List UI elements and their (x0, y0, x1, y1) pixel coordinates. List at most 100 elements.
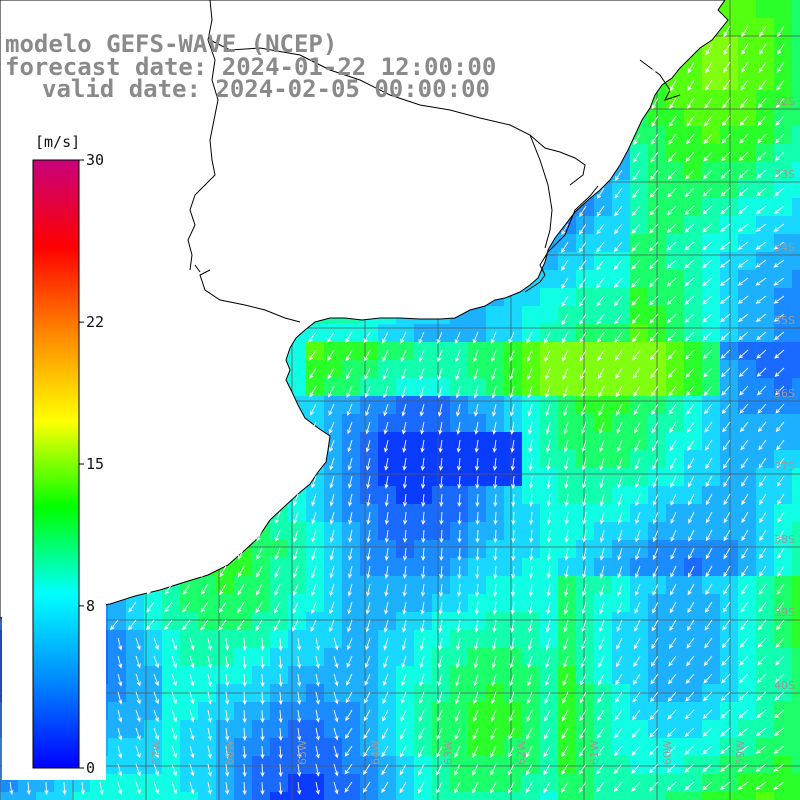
wind-arrow (527, 637, 533, 651)
wind-arrow (597, 187, 605, 199)
wind-arrow (260, 691, 265, 706)
wind-arrow (632, 151, 641, 163)
wind-arrow (292, 565, 299, 579)
wind-arrow (508, 349, 515, 363)
wind-arrow (701, 295, 713, 305)
wind-cell (630, 414, 648, 432)
wind-arrow (117, 709, 123, 723)
wind-arrow (599, 601, 605, 615)
wind-arrow (687, 61, 695, 74)
wind-cell (774, 792, 792, 800)
wind-arrow (311, 511, 317, 525)
wind-cell (792, 504, 800, 522)
wind-cell (216, 774, 234, 792)
wind-cell (486, 738, 504, 756)
wind-arrow (705, 61, 713, 74)
wind-arrow (189, 709, 195, 723)
wind-arrow (634, 457, 641, 471)
wind-arrow (599, 583, 605, 597)
wind-arrow (346, 655, 353, 668)
wind-arrow (365, 457, 371, 471)
wind-arrow (329, 529, 335, 543)
wind-arrow (189, 673, 195, 687)
wind-arrow (685, 133, 695, 145)
wind-arrow (670, 565, 677, 578)
wind-cell (450, 720, 468, 738)
wind-arrow (564, 493, 569, 507)
wind-arrow (383, 655, 389, 669)
wind-arrow (737, 313, 749, 323)
wind-arrow (438, 637, 443, 651)
wind-cell (450, 450, 468, 468)
wind-arrow (617, 457, 623, 471)
wind-arrow (631, 295, 641, 306)
wind-cell (630, 792, 648, 800)
wind-cell (216, 666, 234, 684)
wind-cell (234, 738, 252, 756)
wind-cell (324, 774, 342, 792)
wind-cell (450, 738, 468, 756)
wind-arrow (364, 385, 371, 399)
wind-arrow (508, 745, 515, 758)
colorbar-tick-label: 8 (86, 597, 95, 615)
wind-arrow (738, 367, 749, 378)
wind-arrow (400, 367, 407, 381)
wind-arrow (297, 781, 302, 795)
wind-arrow (399, 763, 407, 776)
colorbar-tick-label: 15 (86, 455, 104, 473)
wind-arrow (260, 727, 265, 742)
wind-arrow (650, 673, 659, 685)
wind-cell (180, 756, 198, 774)
wind-arrow (775, 637, 785, 648)
wind-arrow (135, 745, 141, 759)
wind-cell (396, 666, 414, 684)
wind-arrow (649, 187, 659, 199)
wind-arrow (756, 691, 767, 701)
wind-arrow (219, 529, 227, 542)
wind-arrow (776, 475, 785, 487)
wind-arrow (599, 457, 605, 471)
wind-arrow (421, 511, 426, 526)
wind-arrow (564, 529, 569, 543)
wind-cell (594, 432, 612, 450)
wind-cell (432, 378, 450, 396)
latitude-label: 33S (774, 168, 795, 181)
wind-cell (738, 792, 756, 800)
wind-cell (486, 540, 504, 558)
wind-arrow (333, 709, 339, 723)
wind-cell (432, 432, 450, 450)
wind-arrow (327, 367, 335, 380)
wind-cell (288, 360, 306, 378)
wind-cell (450, 342, 468, 360)
latitude-label: 38S (774, 533, 795, 546)
wind-cell (342, 522, 360, 540)
wind-cell (378, 450, 396, 468)
wind-arrow (242, 709, 247, 724)
wind-arrow (491, 673, 497, 687)
wind-arrow (315, 709, 320, 723)
wind-cell (306, 720, 324, 738)
wind-arrow (776, 439, 785, 451)
wind-arrow (684, 763, 695, 773)
wind-cell (432, 540, 450, 558)
wind-arrow (670, 529, 677, 542)
wind-arrow (740, 439, 749, 451)
colorbar-tick-label: 0 (86, 759, 95, 777)
wind-arrow (511, 547, 516, 562)
wind-arrow (382, 691, 389, 704)
wind-arrow (670, 475, 677, 488)
wind-arrow (723, 511, 731, 524)
wind-arrow (776, 43, 785, 55)
latitude-label: 36S (774, 387, 795, 400)
wind-arrow (578, 295, 587, 307)
wind-cell (594, 576, 612, 594)
wind-cell (594, 540, 612, 558)
wind-cell (378, 486, 396, 504)
wind-cell (252, 540, 270, 558)
wind-cell (792, 468, 800, 486)
wind-arrow (529, 511, 534, 525)
wind-cell (486, 378, 504, 396)
wind-arrow (616, 601, 623, 615)
wind-cell (306, 576, 324, 594)
